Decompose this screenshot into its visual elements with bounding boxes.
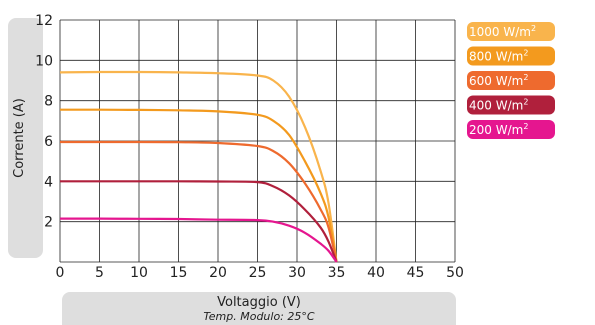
- tick-labels: 0 5 10 15 20 25 30 35 40 45 50 2 4 6 8 10 12: [35, 13, 464, 281]
- x-axis-title: Voltaggio (V): [217, 295, 301, 310]
- legend-item-4: 200 W/m2: [467, 120, 555, 139]
- y-tick-label: 12: [35, 13, 53, 29]
- x-tick-label: 30: [288, 265, 306, 281]
- legend-item-0: 1000 W/m2: [467, 22, 555, 41]
- x-axis-subtitle: Temp. Modulo: 25°C: [203, 310, 314, 323]
- x-tick-label: 10: [130, 265, 148, 281]
- series-line-1: [59, 108, 338, 263]
- x-tick-label: 25: [249, 265, 267, 281]
- y-axis-title-panel: [8, 18, 43, 258]
- series-line-4: [59, 217, 338, 263]
- x-tick-label: 45: [407, 265, 425, 281]
- series-line-3: [60, 180, 338, 263]
- x-tick-label: 50: [446, 265, 464, 281]
- legend-item-3: 400 W/m2: [467, 95, 555, 115]
- y-tick-label: 4: [44, 174, 53, 190]
- x-tick-label: 35: [328, 265, 346, 281]
- legend-swatch: [467, 95, 555, 115]
- x-tick-label: 0: [56, 265, 65, 281]
- legend-item-2: 600 W/m2: [467, 71, 555, 90]
- x-axis-title-panel: [62, 292, 456, 325]
- legend-item-1: 800 W/m2: [467, 46, 555, 66]
- series-lines: [59, 70, 338, 263]
- legend-swatch: [467, 71, 555, 90]
- legend-label: 1000 W/m2: [469, 24, 536, 39]
- y-tick-label: 8: [44, 94, 53, 110]
- y-tick-label: 2: [44, 215, 53, 231]
- legend-label: 800 W/m2: [469, 49, 528, 64]
- x-tick-label: 40: [367, 265, 385, 281]
- legend-swatch: [467, 46, 555, 66]
- legend-label: 400 W/m2: [469, 98, 528, 113]
- series-line-0: [59, 70, 338, 263]
- y-tick-label: 6: [44, 134, 53, 150]
- legend-swatch: [467, 120, 555, 139]
- legend-swatch: [467, 22, 555, 41]
- y-axis-title: Corrente (A): [12, 98, 27, 178]
- legend-label: 200 W/m2: [469, 122, 528, 137]
- y-tick-label: 10: [35, 53, 53, 69]
- series-line-2: [60, 140, 338, 263]
- legend: 1000 W/m2 800 W/m2 600 W/m2 400 W/m2 200 W/m…: [467, 22, 555, 139]
- x-tick-label: 15: [170, 265, 188, 281]
- x-tick-label: 5: [95, 265, 104, 281]
- x-tick-label: 20: [209, 265, 227, 281]
- legend-label: 600 W/m2: [469, 73, 528, 88]
